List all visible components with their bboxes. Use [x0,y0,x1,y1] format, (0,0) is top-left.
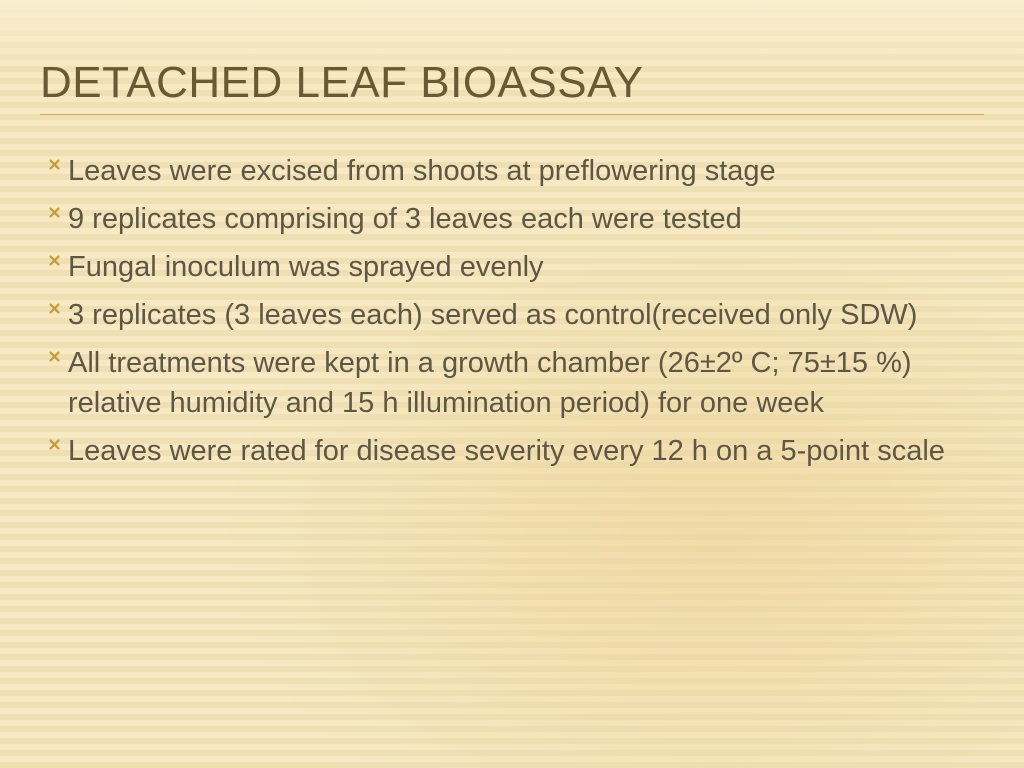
bullet-star-icon [40,151,68,172]
bullet-text: 3 replicates (3 leaves each) served as c… [68,295,984,335]
slide-content: Detached leaf bioassay Leaves were excis… [0,0,1024,519]
bullet-item: 3 replicates (3 leaves each) served as c… [40,295,984,335]
bullet-text: Fungal inoculum was sprayed evenly [68,247,984,287]
bullet-star-icon [40,343,68,364]
bullet-star-icon [40,247,68,268]
bullet-item: All treatments were kept in a growth cha… [40,343,984,423]
bullet-list: Leaves were excised from shoots at prefl… [40,151,984,471]
bullet-item: Fungal inoculum was sprayed evenly [40,247,984,287]
bullet-text: All treatments were kept in a growth cha… [68,343,984,423]
bullet-star-icon [40,199,68,220]
bullet-item: 9 replicates comprising of 3 leaves each… [40,199,984,239]
bullet-text: 9 replicates comprising of 3 leaves each… [68,199,984,239]
bullet-item: Leaves were rated for disease severity e… [40,431,984,471]
bullet-item: Leaves were excised from shoots at prefl… [40,151,984,191]
bullet-text: Leaves were excised from shoots at prefl… [68,151,984,191]
bullet-text: Leaves were rated for disease severity e… [68,431,984,471]
bullet-star-icon [40,431,68,452]
slide-title: Detached leaf bioassay [40,58,984,108]
title-underline [40,114,984,115]
bullet-star-icon [40,295,68,316]
